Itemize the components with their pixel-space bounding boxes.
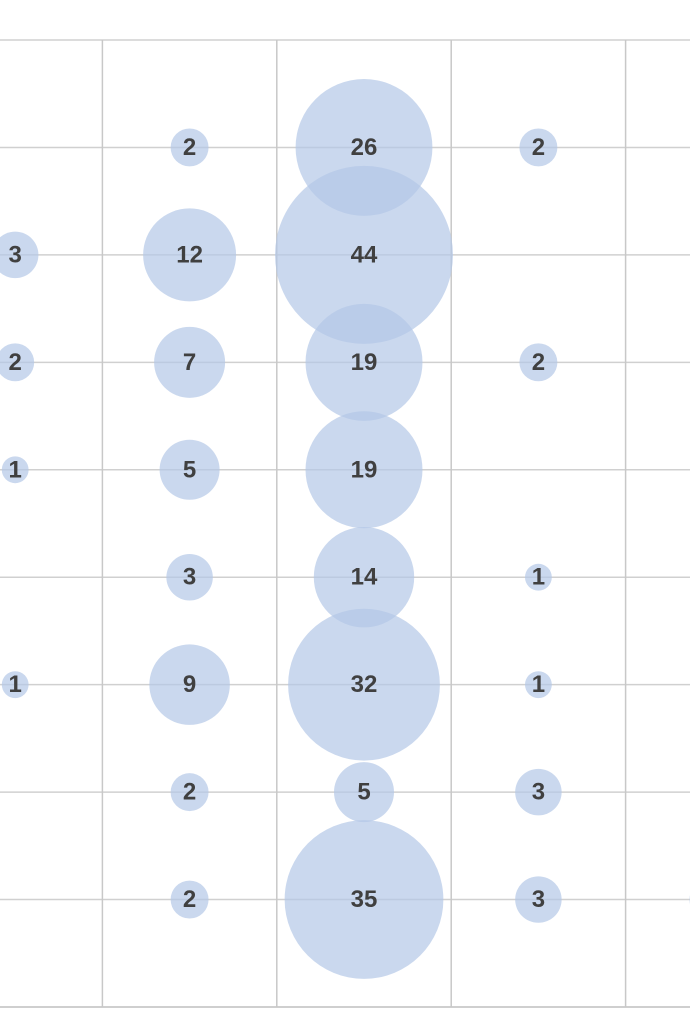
bubble-data-label: 2 [183,886,196,913]
bubble [305,303,423,421]
bubble [1,671,29,699]
bubble-data-label: 3 [532,886,545,913]
bubble-data-label: 5 [183,456,196,483]
bubble-data-label: 32 [351,671,378,698]
bubble [170,128,209,167]
bubble-data-label: 1 [532,564,545,591]
bubble-data-label: 1 [9,671,22,698]
bubble-data-label: 19 [351,349,378,376]
bubble-data-label: 35 [351,886,378,913]
bubble [519,343,558,382]
bubble [275,165,453,344]
bubble-data-label: 1 [532,671,545,698]
bubble-data-label: 3 [9,241,22,268]
bubble [149,644,230,725]
bubble [170,880,209,919]
bubble [0,343,35,382]
bubble [1,456,29,484]
bubble-data-label: 2 [9,349,22,376]
bubble [154,326,226,398]
bubble [313,527,415,628]
bubble [305,411,423,529]
bubble-data-label: 5 [357,779,370,806]
bubble-labels: 226231244271921519314111932125323533 [9,134,546,913]
bubble-data-label: 2 [183,134,196,161]
bubble-data-label: 1 [9,456,22,483]
bubble [284,820,444,979]
bubble [333,762,395,823]
bubble [143,208,237,302]
bubble-data-label: 44 [351,241,378,268]
bubble [0,231,39,279]
bubble-data-label: 2 [532,349,545,376]
bubble-data-label: 9 [183,671,196,698]
bubble [288,608,440,761]
bubble [524,671,552,699]
bubble-data-label: 7 [183,349,196,376]
bubble [159,439,220,500]
bubble [515,768,562,816]
bubble-data-label: 3 [183,564,196,591]
bubble [515,876,562,923]
bubble-data-label: 2 [183,779,196,806]
bubble-data-label: 14 [351,564,378,591]
bubble [524,563,552,591]
bubble-data-label: 19 [351,456,378,483]
bubble-data-label: 26 [351,134,378,161]
bubble [166,553,213,601]
bubble [170,773,209,812]
bubble-data-label: 3 [532,779,545,806]
bubble-data-label: 2 [532,134,545,161]
bubbles [0,79,690,979]
bubble-data-label: 12 [176,241,203,268]
bubble [519,128,558,167]
